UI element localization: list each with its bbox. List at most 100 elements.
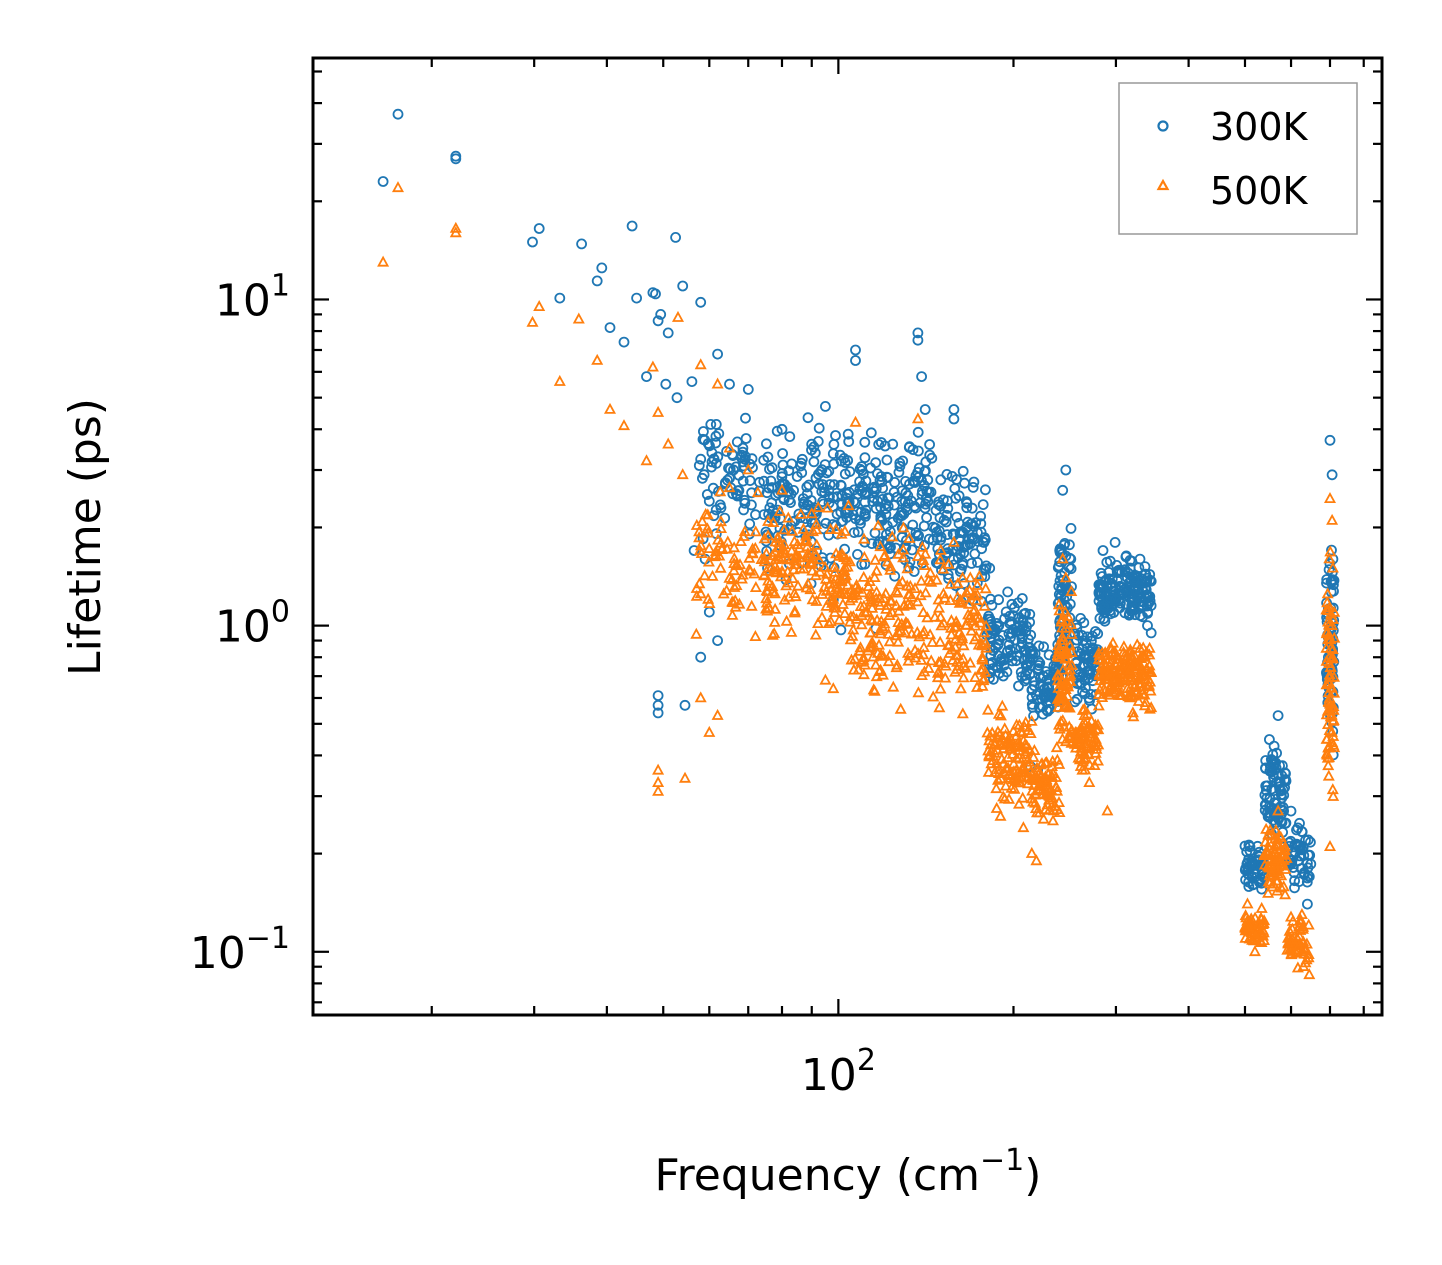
point-300k bbox=[828, 479, 840, 491]
point-500k bbox=[882, 655, 895, 667]
point-500k bbox=[1133, 641, 1147, 653]
point-500k bbox=[785, 625, 798, 637]
point-300k bbox=[967, 481, 979, 493]
point-500k bbox=[1010, 763, 1023, 775]
point-500k bbox=[763, 577, 776, 589]
point-500k bbox=[934, 543, 947, 555]
point-500k bbox=[806, 564, 819, 576]
point-500k bbox=[708, 550, 721, 562]
point-500k bbox=[717, 587, 730, 599]
point-300k bbox=[980, 484, 991, 496]
point-500k bbox=[805, 507, 818, 519]
point-300k bbox=[1079, 649, 1090, 660]
point-300k bbox=[1242, 857, 1253, 868]
point-500k bbox=[956, 571, 969, 583]
point-500k bbox=[786, 572, 799, 583]
point-500k bbox=[723, 441, 736, 453]
point-500k bbox=[932, 601, 946, 613]
point-300k bbox=[744, 518, 756, 530]
point-300k bbox=[857, 481, 869, 493]
point-500k bbox=[725, 573, 738, 585]
point-500k bbox=[762, 601, 775, 612]
point-300k bbox=[1247, 879, 1259, 891]
point-500k bbox=[766, 580, 779, 592]
point-300k bbox=[896, 510, 908, 521]
point-300k bbox=[827, 448, 839, 460]
point-300k bbox=[813, 422, 825, 434]
point-500k bbox=[1092, 699, 1105, 711]
point-300k bbox=[933, 496, 944, 508]
point-500k bbox=[847, 610, 860, 622]
point-500k bbox=[918, 625, 931, 636]
point-500k bbox=[804, 555, 817, 567]
point-500k bbox=[603, 402, 617, 414]
point-500k bbox=[1052, 700, 1065, 712]
point-500k bbox=[1267, 854, 1280, 866]
point-500k bbox=[1321, 748, 1334, 760]
point-500k bbox=[1264, 865, 1277, 877]
point-500k bbox=[1041, 778, 1054, 790]
point-500k bbox=[694, 358, 707, 370]
y-tick-label-base: 10 bbox=[190, 928, 246, 979]
point-500k bbox=[870, 670, 883, 682]
point-500k bbox=[696, 515, 709, 526]
point-300k bbox=[764, 502, 776, 514]
point-500k bbox=[678, 771, 692, 783]
point-500k bbox=[694, 587, 707, 599]
point-500k bbox=[883, 609, 896, 620]
point-500k bbox=[810, 538, 823, 550]
point-500k bbox=[821, 501, 834, 513]
point-500k bbox=[1262, 886, 1275, 898]
point-300k bbox=[1132, 585, 1143, 597]
point-500k bbox=[989, 737, 1002, 749]
point-500k bbox=[1136, 669, 1149, 681]
point-300k bbox=[842, 428, 854, 440]
point-500k bbox=[863, 575, 876, 586]
legend: 300K 500K bbox=[1118, 82, 1358, 235]
point-500k bbox=[813, 565, 827, 577]
point-300k bbox=[1086, 635, 1097, 647]
point-500k bbox=[1040, 756, 1053, 767]
point-500k bbox=[1079, 739, 1092, 751]
point-500k bbox=[811, 617, 825, 628]
point-300k bbox=[1024, 608, 1036, 620]
point-300k bbox=[903, 441, 915, 453]
point-300k bbox=[1288, 850, 1300, 862]
point-500k bbox=[1284, 910, 1298, 922]
point-500k bbox=[797, 522, 810, 534]
point-300k bbox=[1080, 682, 1091, 693]
point-300k bbox=[740, 433, 752, 444]
point-500k bbox=[884, 563, 897, 575]
point-300k bbox=[919, 502, 931, 514]
point-500k bbox=[1081, 707, 1094, 719]
point-300k bbox=[883, 492, 895, 504]
point-500k bbox=[1076, 763, 1089, 775]
legend-500k-label: 500K bbox=[1210, 169, 1309, 213]
point-500k bbox=[1061, 689, 1074, 701]
point-500k bbox=[699, 507, 712, 519]
point-500k bbox=[1019, 716, 1032, 727]
point-300k bbox=[1093, 595, 1105, 607]
point-300k bbox=[1099, 615, 1111, 627]
point-500k bbox=[1080, 722, 1093, 734]
legend-300k-label: 300K bbox=[1210, 105, 1309, 149]
point-500k bbox=[1327, 729, 1340, 741]
point-500k bbox=[941, 639, 955, 651]
point-500k bbox=[967, 589, 980, 601]
point-300k bbox=[1095, 567, 1107, 579]
point-500k bbox=[1076, 703, 1089, 715]
point-500k bbox=[1129, 658, 1142, 669]
point-500k bbox=[854, 600, 867, 611]
point-300k bbox=[912, 327, 924, 339]
point-300k bbox=[923, 486, 935, 498]
point-300k bbox=[997, 670, 1009, 682]
point-300k bbox=[1124, 555, 1136, 566]
point-500k bbox=[1326, 513, 1339, 525]
point-300k bbox=[1033, 701, 1045, 713]
point-300k bbox=[1093, 579, 1105, 591]
point-500k bbox=[965, 624, 978, 636]
point-300k bbox=[820, 400, 831, 412]
point-300k bbox=[852, 549, 863, 560]
point-300k bbox=[1038, 641, 1049, 653]
point-500k bbox=[1138, 699, 1151, 711]
